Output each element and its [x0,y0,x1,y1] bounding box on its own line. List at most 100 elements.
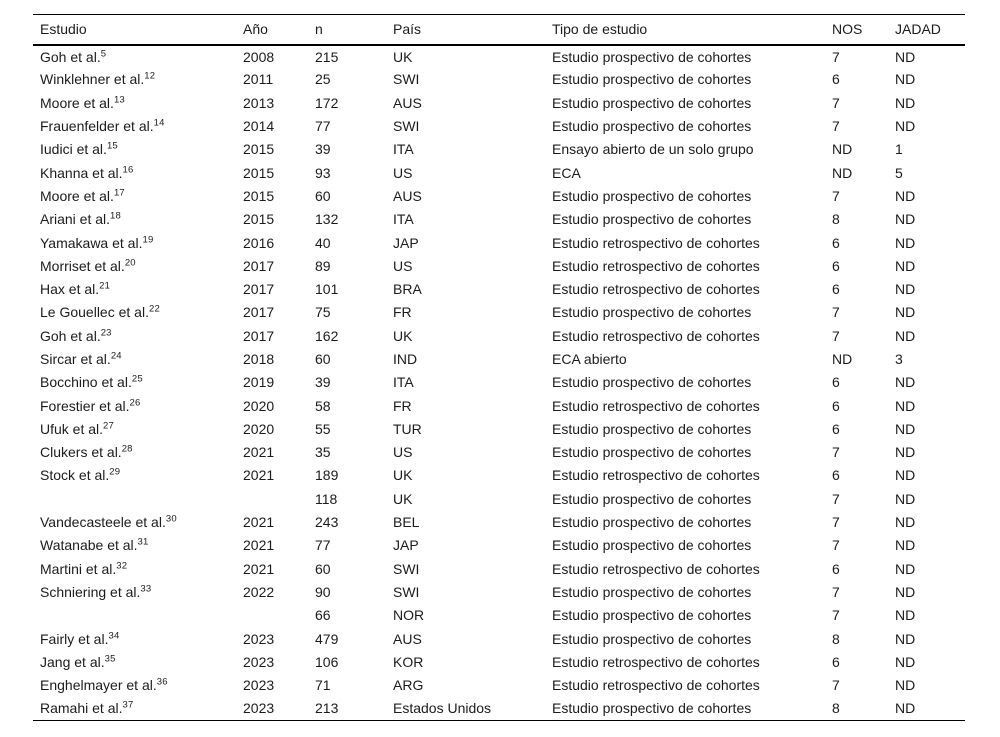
cell-jadad: ND [895,607,916,624]
cell-ano: 2023 [243,653,275,670]
cell-tipo: ECA [552,164,581,181]
study-author-label: Winklehner et al. [40,71,145,88]
table-row: Stock et al.29 2021 189 UK Estudio retrospec… [33,464,965,487]
reference-superscript: 26 [129,396,141,408]
cell-n: 60 [315,560,331,577]
cell-nos: 6 [832,234,840,251]
cell-jadad: ND [895,514,916,531]
cell-jadad: ND [895,327,916,344]
cell-pais: FR [393,304,412,321]
cell-jadad: ND [895,677,916,694]
cell-ano: 2023 [243,630,275,647]
cell-tipo: Estudio retrospectivo de cohortes [552,397,760,414]
cell-tipo: Estudio retrospectivo de cohortes [552,257,760,274]
cell-ano: 2011 [243,71,274,88]
cell-nos: ND [832,351,853,367]
cell-tipo: Estudio prospectivo de cohortes [552,490,752,507]
cell-pais: US [393,257,413,274]
column-header-pais: País [393,21,422,38]
cell-jadad: ND [895,304,916,321]
study-author-label: Ufuk et al. [40,420,104,437]
table-row: Vandecasteele et al.30 2021 243 BEL Estudio … [33,510,965,533]
cell-tipo: Estudio retrospectivo de cohortes [552,327,760,344]
study-author-label: Jang et al. [40,653,105,670]
cell-n: 77 [315,118,331,135]
cell-jadad: ND [895,211,916,228]
cell-n: 162 [315,327,339,344]
cell-estudio: Winklehner et al.12 [33,68,236,91]
cell-n: 39 [315,141,331,158]
cell-pais: BEL [393,514,420,531]
cell-nos: 8 [832,700,840,717]
cell-nos: 7 [832,607,840,624]
cell-nos: 6 [832,281,840,298]
cell-n: 101 [315,281,339,298]
cell-estudio: Moore et al.13 [33,91,236,114]
reference-superscript: 36 [156,676,168,688]
cell-ano: 2017 [243,304,275,321]
column-header-ano: Año [243,21,268,38]
cell-pais: NOR [393,607,425,624]
cell-nos: 8 [832,211,840,228]
cell-ano: 2017 [243,257,275,274]
reference-superscript: 30 [165,513,177,525]
study-author-label: Iudici et al. [40,141,107,158]
header-row: Estudio Año n País Tipo de estudio NOS J… [33,15,965,45]
cell-estudio: Goh et al.23 [33,324,236,347]
table-row: Yamakawa et al.19 2016 40 JAP Estudio retros… [33,231,965,254]
cell-estudio [33,487,236,510]
column-header-nos: NOS [832,21,863,38]
cell-jadad: ND [895,234,916,251]
reference-superscript: 21 [99,280,111,292]
cell-jadad: ND [895,71,916,88]
cell-pais: ARG [393,677,424,694]
cell-nos: 6 [832,560,840,577]
cell-estudio: Jang et al.35 [33,650,236,673]
study-author-label: Fairly et al. [40,630,109,647]
cell-nos: 7 [832,327,840,344]
cell-pais: SWI [393,560,420,577]
cell-ano: 2013 [243,94,275,111]
study-author-label: Moore et al. [40,187,114,204]
cell-tipo: Estudio prospectivo de cohortes [552,630,752,647]
reference-superscript: 24 [110,350,122,362]
cell-pais: JAP [393,537,419,554]
cell-ano: 2018 [243,351,275,367]
table-row: Bocchino et al.25 2019 39 ITA Estudio prospe… [33,371,965,394]
table-header: Estudio Año n País Tipo de estudio NOS J… [33,15,965,45]
reference-superscript: 15 [106,140,118,152]
cell-estudio: Fairly et al.34 [33,627,236,650]
cell-pais: ITA [393,211,414,228]
cell-ano: 2015 [243,211,275,228]
table-row: Moore et al.17 2015 60 AUS Estudio prospecti… [33,184,965,207]
cell-nos: ND [832,141,853,158]
reference-superscript: 34 [108,629,120,641]
cell-n: 172 [315,94,339,111]
cell-ano: 2021 [243,444,275,461]
cell-n: 77 [315,537,331,554]
cell-jadad: ND [895,560,916,577]
table-row: Jang et al.35 2023 106 KOR Estudio retrospec… [33,650,965,673]
cell-jadad: ND [895,118,916,135]
reference-superscript: 31 [137,536,149,548]
table-row: Goh et al.23 2017 162 UK Estudio retrospecti… [33,324,965,347]
table-row: Frauenfelder et al.14 2014 77 SWI Estudio pr… [33,114,965,137]
study-author-label: Clukers et al. [40,444,122,461]
study-author-label: Moore et al. [40,94,114,111]
cell-pais: KOR [393,653,424,670]
cell-jadad: ND [895,537,916,554]
study-author-label: Khanna et al. [40,164,123,181]
cell-n: 66 [315,607,331,624]
cell-nos: 7 [832,444,840,461]
cell-pais: ITA [393,374,414,391]
cell-estudio: Vandecasteele et al.30 [33,510,236,533]
cell-pais: Estados Unidos [393,700,492,717]
cell-tipo: Estudio retrospectivo de cohortes [552,560,760,577]
cell-jadad: 3 [895,351,903,367]
table-row: Winklehner et al.12 2011 25 SWI Estudio pros… [33,68,965,91]
cell-nos: 7 [832,490,840,507]
cell-jadad: ND [895,444,916,461]
cell-ano: 2021 [243,467,275,484]
cell-n: 479 [315,630,339,647]
cell-tipo: Estudio retrospectivo de cohortes [552,653,760,670]
